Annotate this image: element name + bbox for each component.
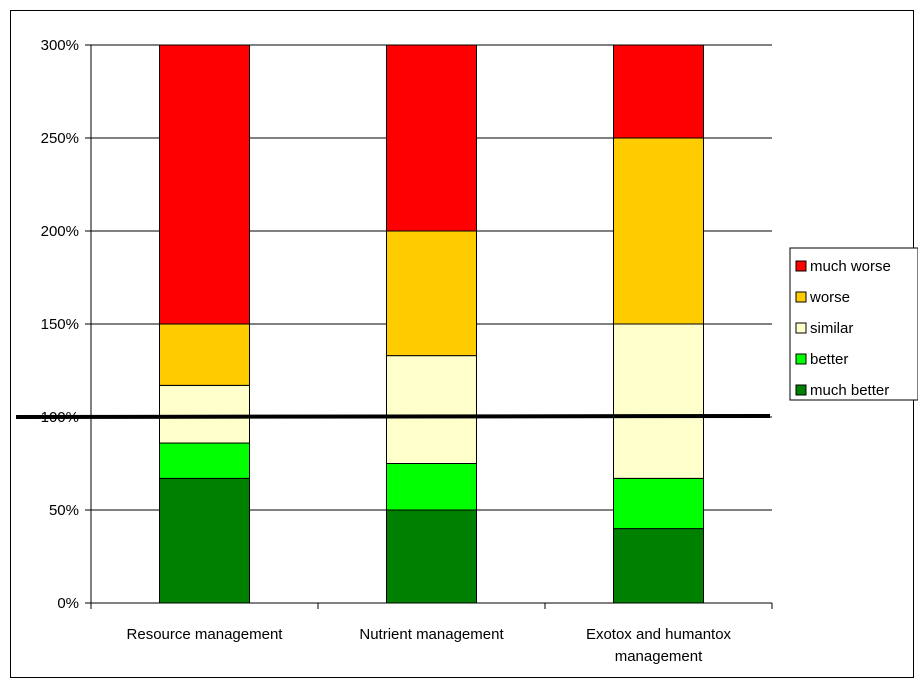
legend-swatch (795, 384, 807, 396)
bar-segment-worse (159, 323, 250, 386)
y-tick-label: 150% (41, 316, 79, 333)
y-tick-label: 0% (57, 595, 79, 612)
bar-segment-similar (386, 355, 477, 464)
y-tick-label: 300% (41, 37, 79, 54)
x-category-labels: Resource management Nutrient management Ex… (127, 626, 732, 665)
reference-line-group (15, 414, 771, 419)
legend-label: much better (810, 382, 889, 399)
legend: much worse worse similar better much better (789, 247, 918, 401)
bars (159, 44, 704, 604)
bar-segment-much-worse (159, 44, 250, 325)
bar-segment-similar (159, 384, 250, 444)
x-category-label: Exotox and humantox (586, 626, 732, 643)
bar-segment-much-worse (386, 44, 477, 232)
x-category-label: Nutrient management (359, 626, 504, 643)
bar-segment-worse (386, 230, 477, 357)
legend-swatch (795, 322, 807, 334)
legend-box (789, 247, 918, 401)
bar-segment-much-better (386, 509, 477, 604)
y-tick-labels: 0% 50% 100% 150% 200% 250% 300% (41, 37, 79, 612)
legend-label: worse (809, 289, 850, 306)
bar-segment-similar (613, 323, 704, 479)
legend-label: much worse (810, 258, 891, 275)
bar-segment-much-better (159, 477, 250, 604)
bar-segment-much-better (613, 528, 704, 604)
y-tick-label: 250% (41, 130, 79, 147)
bar-segment-much-worse (613, 44, 704, 139)
reference-line (15, 414, 771, 419)
legend-swatch (795, 353, 807, 365)
legend-label: similar (810, 320, 853, 337)
legend-swatch (795, 291, 807, 303)
legend-label: better (810, 351, 848, 368)
y-tick-label: 50% (49, 502, 79, 519)
x-category-label: Resource management (127, 626, 284, 643)
bar-segment-better (613, 477, 704, 530)
bar-segment-better (159, 442, 250, 479)
y-tick-label: 200% (41, 223, 79, 240)
bar-segment-better (386, 463, 477, 511)
y-tick-label: 100% (41, 409, 79, 426)
bar-segment-worse (613, 137, 704, 325)
legend-swatch (795, 260, 807, 272)
x-category-label: management (615, 648, 703, 665)
